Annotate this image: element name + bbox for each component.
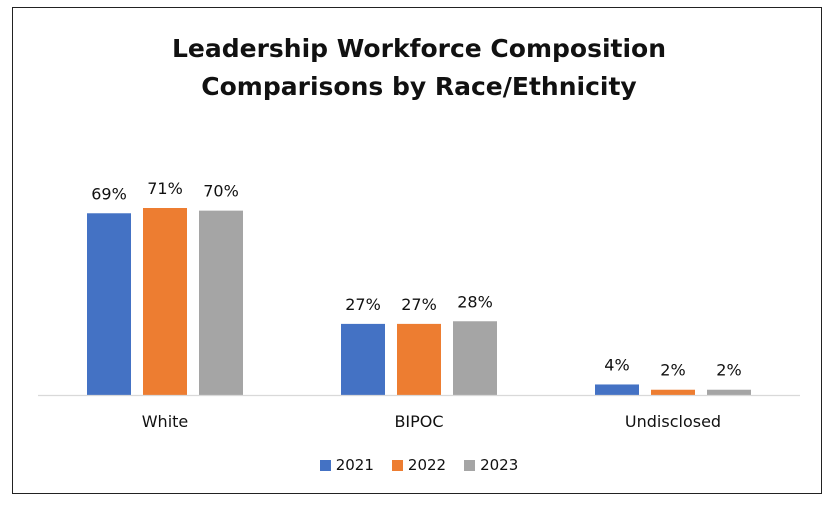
bar-undisclosed-2022 bbox=[651, 389, 695, 395]
chart-legend: 2021 2022 2023 bbox=[0, 456, 838, 474]
data-label-bipoc-2022: 27% bbox=[401, 295, 437, 314]
bar-white-2021 bbox=[87, 213, 131, 395]
bar-white-2023 bbox=[199, 210, 243, 395]
data-label-undisclosed-2023: 2% bbox=[716, 361, 741, 380]
bar-undisclosed-2023 bbox=[707, 389, 751, 395]
legend-label-2023: 2023 bbox=[480, 456, 519, 474]
data-label-bipoc-2023: 28% bbox=[457, 292, 493, 311]
chart-title: Leadership Workforce Composition Compari… bbox=[0, 30, 838, 106]
data-label-white-2023: 70% bbox=[203, 182, 239, 201]
legend-item-2021: 2021 bbox=[319, 456, 374, 474]
data-label-white-2021: 69% bbox=[91, 184, 127, 203]
category-label-undisclosed: Undisclosed bbox=[625, 412, 721, 431]
bar-bipoc-2022 bbox=[397, 323, 441, 395]
chart-title-line-1: Leadership Workforce Composition bbox=[171, 34, 667, 63]
legend-label-2022: 2022 bbox=[407, 456, 447, 474]
category-label-bipoc: BIPOC bbox=[394, 412, 443, 431]
bar-white-2022 bbox=[143, 208, 187, 395]
data-label-white-2022: 71% bbox=[147, 179, 183, 198]
bar-bipoc-2021 bbox=[341, 323, 385, 395]
legend-swatch-2021 bbox=[319, 459, 331, 471]
bar-bipoc-2023 bbox=[453, 321, 497, 395]
category-label-white: White bbox=[142, 412, 189, 431]
legend-item-2022: 2022 bbox=[391, 456, 447, 474]
data-label-undisclosed-2022: 2% bbox=[660, 361, 685, 380]
legend-item-2023: 2023 bbox=[464, 456, 518, 474]
data-label-bipoc-2021: 27% bbox=[345, 295, 381, 314]
legend-swatch-2022 bbox=[391, 459, 403, 471]
legend-swatch-2023 bbox=[464, 459, 476, 471]
bar-undisclosed-2021 bbox=[595, 384, 639, 395]
data-label-undisclosed-2021: 4% bbox=[604, 355, 629, 374]
chart-title-line-2: Comparisons by Race/Ethnicity bbox=[201, 72, 637, 101]
legend-label-2021: 2021 bbox=[335, 456, 374, 474]
